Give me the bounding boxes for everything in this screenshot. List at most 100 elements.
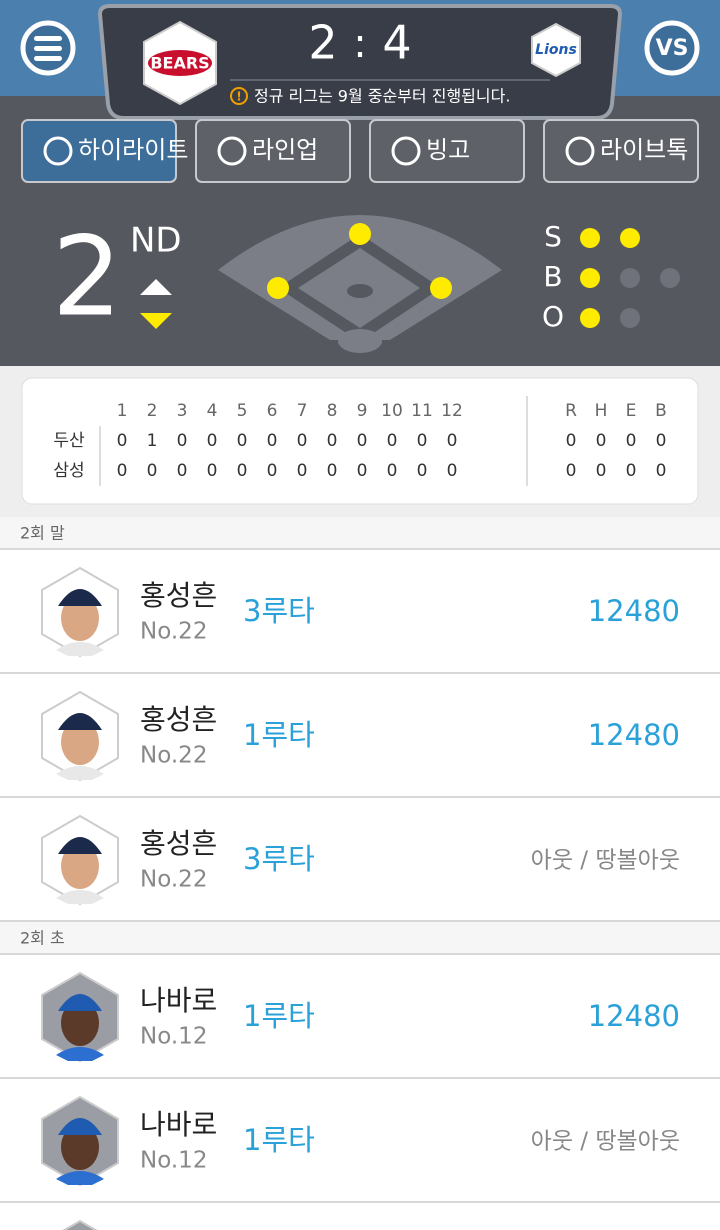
tab-icon[interactable] — [217, 136, 247, 166]
total-header: R — [565, 401, 577, 421]
play-points[interactable]: 12480 — [588, 594, 680, 628]
inning-run: 0 — [447, 461, 458, 481]
inning-header: 11 — [411, 401, 433, 421]
tab-icon[interactable] — [565, 136, 595, 166]
player-number[interactable]: No.22 — [140, 867, 207, 893]
avatar-jersey[interactable] — [56, 642, 104, 656]
play-row[interactable]: 홍성흔 No.22 1루타 12480 — [0, 674, 720, 797]
player-number[interactable]: No.22 — [140, 619, 207, 645]
play-note[interactable]: 아웃 / 땅볼아웃 — [531, 1129, 680, 1155]
tab-button[interactable] — [21, 119, 177, 183]
play-row-bg[interactable] — [0, 550, 720, 673]
vs-circle[interactable] — [644, 20, 700, 76]
play-points[interactable]: 12480 — [588, 718, 680, 752]
section-title: 2회 말 — [20, 524, 65, 543]
inning-header: 9 — [357, 401, 368, 421]
tab-label[interactable]: 하이라이트 — [78, 136, 188, 164]
avatar-face[interactable] — [61, 719, 99, 765]
avatar-face[interactable] — [61, 1124, 99, 1170]
avatar-cap[interactable] — [58, 994, 102, 1011]
total-stat: 0 — [566, 431, 577, 451]
menu-line[interactable] — [34, 36, 62, 41]
play-row-bg[interactable] — [0, 1079, 720, 1202]
tab-button[interactable] — [369, 119, 525, 183]
inning-run: 0 — [387, 431, 398, 451]
play-result[interactable]: 1루타 — [243, 718, 315, 752]
play-result[interactable]: 3루타 — [243, 594, 315, 628]
inning-header: 12 — [441, 401, 463, 421]
tab-label[interactable]: 라인업 — [252, 136, 318, 164]
play-row[interactable]: 나바로 No.12 1루타 아웃 / 땅볼아웃 — [0, 1079, 720, 1202]
total-stat: 0 — [656, 431, 667, 451]
tab-label[interactable]: 라이브톡 — [600, 136, 688, 164]
team-name: 삼성 — [53, 461, 84, 481]
inning-run: 0 — [417, 431, 428, 451]
avatar-cap[interactable] — [58, 1118, 102, 1135]
total-stat: 0 — [596, 461, 607, 481]
logo-text: Lions — [535, 42, 577, 58]
tab-button[interactable] — [195, 119, 351, 183]
tab-button[interactable] — [543, 119, 699, 183]
inning-header: 2 — [147, 401, 158, 421]
menu-line[interactable] — [34, 46, 62, 51]
play-row[interactable]: 나바로 No.12 1루타 12480 — [0, 955, 720, 1078]
inning-run: 0 — [387, 461, 398, 481]
play-note[interactable]: 아웃 / 땅볼아웃 — [531, 848, 680, 874]
player-number[interactable]: No.22 — [140, 743, 207, 769]
total-stat: 0 — [626, 431, 637, 451]
count-label: S — [544, 220, 562, 253]
count-dot — [580, 308, 600, 328]
avatar-jersey[interactable] — [56, 1047, 104, 1061]
avatar-jersey[interactable] — [56, 890, 104, 904]
play-points[interactable]: 12480 — [588, 999, 680, 1033]
player-name[interactable]: 홍성흔 — [140, 703, 217, 736]
player-name[interactable]: 나바로 — [140, 984, 217, 1017]
player-name[interactable]: 홍성흔 — [140, 579, 217, 612]
avatar-jersey[interactable] — [56, 1171, 104, 1185]
play-row[interactable]: 홍성흔 No.22 3루타 12480 — [0, 550, 720, 673]
play-row-bg[interactable] — [0, 674, 720, 797]
avatar-cap[interactable] — [58, 837, 102, 854]
inning-run: 0 — [117, 431, 128, 451]
notice-text: 정규 리그는 9월 중순부터 진행됩니다. — [254, 87, 510, 106]
inning-suffix: ND — [130, 221, 182, 261]
menu-line[interactable] — [34, 56, 62, 61]
player-name[interactable]: 홍성흔 — [140, 827, 217, 860]
inning-run: 0 — [177, 461, 188, 481]
avatar-face[interactable] — [61, 595, 99, 641]
avatar-cap[interactable] — [58, 589, 102, 606]
play-row-bg[interactable] — [0, 955, 720, 1078]
play-row-bg[interactable] — [0, 798, 720, 921]
player-number[interactable]: No.12 — [140, 1024, 207, 1050]
inning-run: 0 — [357, 431, 368, 451]
tab-icon[interactable] — [43, 136, 73, 166]
tab-label[interactable]: 빙고 — [426, 136, 470, 164]
section-title: 2회 초 — [20, 929, 65, 948]
play-row[interactable]: 홍성흔 No.22 3루타 아웃 / 땅볼아웃 — [0, 798, 720, 921]
inning-run: 0 — [237, 461, 248, 481]
count-dot — [620, 228, 640, 248]
count-dot — [580, 228, 600, 248]
avatar-face[interactable] — [61, 843, 99, 889]
play-result[interactable]: 1루타 — [243, 999, 315, 1033]
inning-run: 0 — [447, 431, 458, 451]
vs-label[interactable]: VS — [656, 36, 689, 61]
player-number[interactable]: No.12 — [140, 1148, 207, 1174]
tab-icon[interactable] — [391, 136, 421, 166]
menu-button[interactable] — [20, 20, 76, 76]
base-runner — [430, 277, 452, 299]
avatar-cap[interactable] — [58, 713, 102, 730]
play-result[interactable]: 3루타 — [243, 842, 315, 876]
section-header — [0, 922, 720, 954]
pitcher-mound — [347, 284, 373, 298]
base-runner — [267, 277, 289, 299]
section-header — [0, 517, 720, 549]
count-label: B — [543, 260, 562, 293]
player-name[interactable]: 나바로 — [140, 1108, 217, 1141]
avatar-face[interactable] — [61, 1000, 99, 1046]
avatar-jersey[interactable] — [56, 766, 104, 780]
play-result[interactable]: 1루타 — [243, 1123, 315, 1157]
logo-text: BEARS — [150, 54, 209, 73]
vs-button[interactable]: VS — [644, 20, 700, 76]
